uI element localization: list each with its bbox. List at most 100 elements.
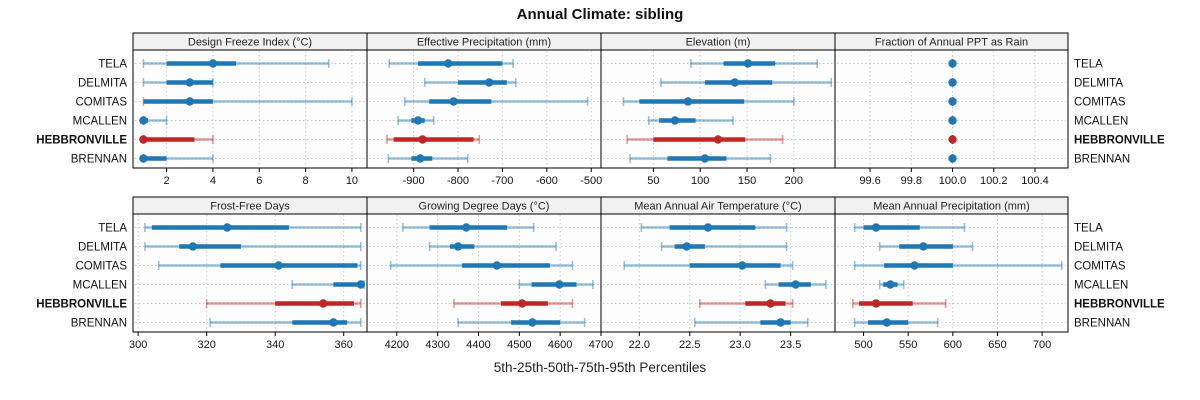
median-dot [882,318,891,327]
axis-tick-label: 700 [1033,339,1051,351]
median-dot [555,280,564,289]
axis-tick-label: 100 [691,175,709,187]
median-dot [528,318,537,327]
median-dot [356,280,366,289]
median-dot [517,299,527,308]
median-dot [910,261,919,270]
median-dot [743,59,753,68]
axis-tick-label: 340 [266,339,284,351]
median-dot [948,97,957,106]
axis-tick-label: 2 [164,175,170,187]
percentile-row-delmita [660,242,788,251]
median-dot [713,135,723,144]
site-label-right-brennan: BRENNAN [1074,318,1130,330]
median-dot [413,116,423,125]
percentile-row-tela [853,223,966,232]
panel-strip-label: Effective Precipitation (mm) [417,37,551,49]
axis-tick-label: -800 [447,175,469,187]
median-dot [185,78,194,87]
percentile-row-brennan [209,318,362,327]
median-dot [871,223,881,232]
axis-tick-label: 600 [944,339,962,351]
percentile-row-delmita [428,242,557,251]
percentile-row-delmita [144,242,362,251]
percentile-row-delmita [142,78,214,87]
panel-fraction-of-annual-ppt-as-rain: Fraction of Annual PPT as Rain 99.6 99.8 10… [834,32,1069,187]
panel-mean-annual-precipitation: Mean Annual Precipitation (mm) 500 550 600 6… [834,196,1069,351]
panel-box [366,213,602,333]
site-label-left-brennan: BRENNAN [71,318,127,330]
site-label-right-delmita: DELMITA [1074,242,1123,254]
percentile-row-mcallen [518,280,594,289]
median-dot [139,135,148,144]
site-label-right-comitas: COMITAS [1074,97,1126,109]
percentile-row-brennan [139,154,214,163]
panel-box [366,49,602,169]
percentile-row-brennan [948,154,957,163]
axis-tick-label: 150 [738,175,756,187]
percentile-row-tela [402,223,535,232]
site-label-left-delmita: DELMITA [78,242,127,254]
panel-box [132,49,368,169]
axis-tick-label: 100.4 [1021,175,1049,187]
percentile-row-delmita [948,78,957,87]
percentile-row-mcallen [764,280,827,289]
median-dot [948,135,957,144]
percentile-row-delmita [423,78,517,87]
axis-tick-label: 4200 [385,339,409,351]
percentile-row-comitas [403,97,589,106]
median-dot [188,242,198,251]
site-label-left-comitas: COMITAS [75,261,127,273]
panel-strip-label: Frost-Free Days [210,201,290,213]
panel-elevation: Elevation (m) 50 100 150 200 [600,32,836,187]
percentile-row-delmita [660,78,833,87]
percentile-row-comitas [389,261,574,270]
axis-tick-label: 4400 [466,339,490,351]
percentile-row-brennan [457,318,586,327]
median-dot [776,318,785,327]
axis-tick-label: 550 [899,339,917,351]
percentile-row-tela [690,59,819,68]
median-dot [492,261,502,270]
median-dot [444,59,453,68]
median-dot [416,154,425,163]
percentile-row-comitas [853,261,1063,270]
percentile-row-mcallen [291,280,366,289]
axis-tick-label: -500 [580,175,602,187]
median-dot [682,242,691,251]
percentile-row-tela [948,59,957,68]
axis-tick-label: 4500 [507,339,531,351]
panel-mean-annual-air-temperature: Mean Annual Air Temperature (°C) 22.0 22.5… [600,196,836,351]
axis-tick-label: 200 [785,175,803,187]
median-dot [453,242,463,251]
axis-tick-label: 99.6 [859,175,880,187]
site-label-left-mcallen: MCALLEN [73,280,127,292]
median-dot [948,78,957,87]
axis-tick-label: -900 [403,175,425,187]
site-label-right-brennan: BRENNAN [1074,154,1130,166]
percentile-row-tela [144,223,362,232]
site-label-right-hebbronville: HEBBRONVILLE [1074,135,1165,147]
median-dot [274,261,283,270]
axis-tick-label: 4300 [425,339,449,351]
percentile-row-hebbronville [948,135,957,144]
median-dot [886,280,895,289]
axis-tick-label: 4600 [548,339,572,351]
median-dot [919,242,928,251]
percentile-row-brennan [853,318,939,327]
median-dot [948,154,957,163]
median-dot [185,97,194,106]
median-dot [223,223,232,232]
median-dot [766,299,775,308]
site-label-right-delmita: DELMITA [1074,78,1123,90]
site-label-left-mcallen: MCALLEN [73,116,127,128]
median-dot [948,116,957,125]
axis-tick-label: 6 [256,175,262,187]
median-dot [700,154,710,163]
percentile-row-hebbronville [139,135,214,144]
panel-box [834,213,1069,333]
site-label-right-mcallen: MCALLEN [1074,116,1128,128]
median-dot [462,223,471,232]
panel-frost-free-days: Frost-Free Days 300 320 340 360 [129,196,368,351]
